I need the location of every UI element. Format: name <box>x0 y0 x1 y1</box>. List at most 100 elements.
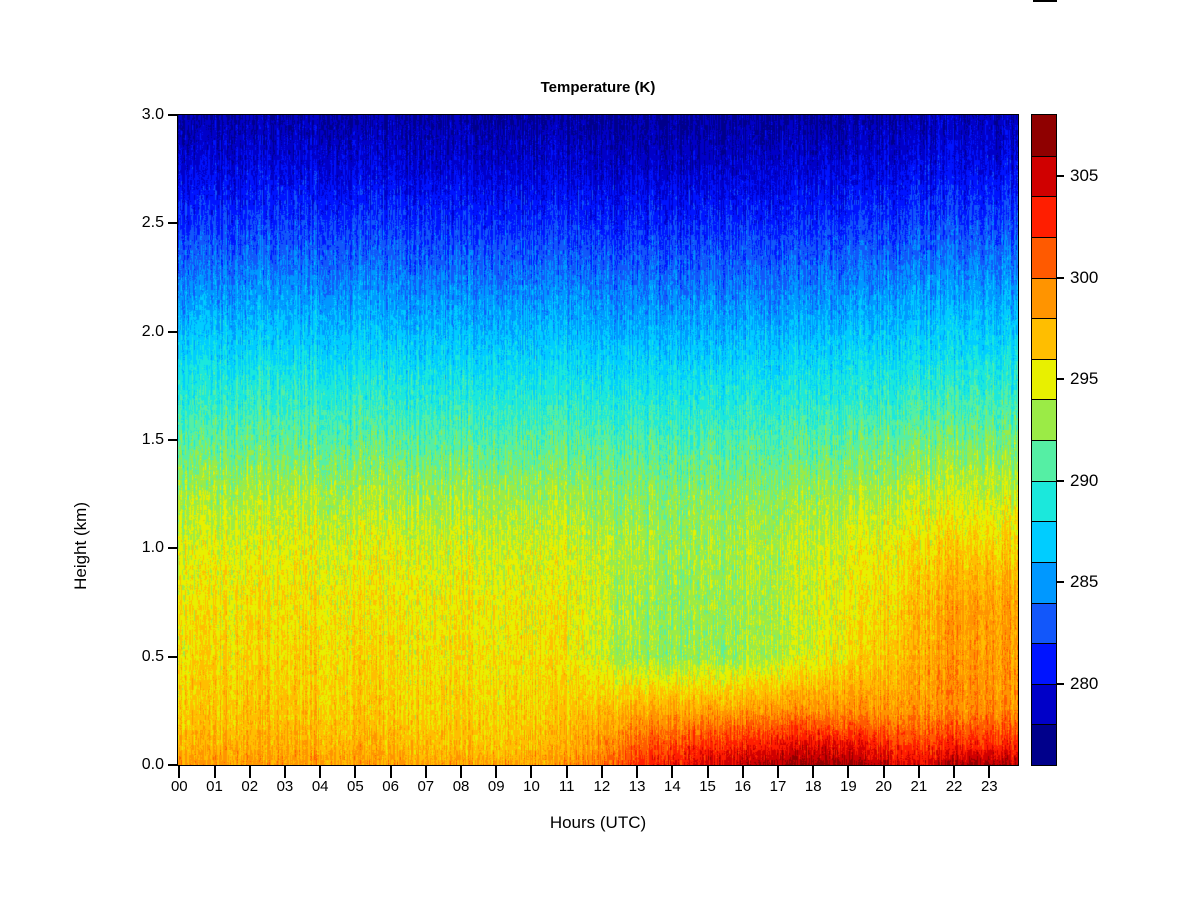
colorbar-level-line <box>1032 643 1056 644</box>
colorbar-tick <box>1057 378 1064 381</box>
colorbar-level-line <box>1032 724 1056 725</box>
x-tick <box>319 766 322 778</box>
x-tick-label: 22 <box>945 778 963 795</box>
x-tick <box>354 766 357 778</box>
colorbar-level-line <box>1032 359 1056 360</box>
colorbar-segment <box>1032 724 1056 765</box>
plot-title: Temperature (K) <box>540 79 656 96</box>
x-tick <box>389 766 392 778</box>
x-tick-label: 15 <box>699 778 716 795</box>
y-tick-label: 1.0 <box>141 539 164 557</box>
x-tick-label: 21 <box>910 778 928 795</box>
y-tick <box>168 439 177 441</box>
colorbar <box>1031 114 1057 766</box>
colorbar-tick-label: 280 <box>1070 673 1099 693</box>
x-tick <box>600 766 603 778</box>
x-tick-label: 10 <box>523 778 540 795</box>
colorbar-tick-label: 295 <box>1070 369 1099 389</box>
colorbar-segment <box>1032 278 1056 319</box>
x-tick-label: 16 <box>734 778 752 795</box>
x-tick-label: 14 <box>663 778 681 795</box>
colorbar-tick-label: 285 <box>1070 572 1099 592</box>
colorbar-segment <box>1032 156 1056 197</box>
y-tick-label: 0.0 <box>141 756 164 773</box>
y-tick <box>168 547 177 550</box>
colorbar-tick-label: 290 <box>1070 470 1099 490</box>
x-tick-label: 17 <box>769 778 787 795</box>
x-tick-label: 13 <box>628 778 646 795</box>
y-tick <box>168 114 177 116</box>
y-tick-label: 2.5 <box>141 214 164 232</box>
plot-area <box>177 114 1019 766</box>
colorbar-tick-label: 300 <box>1070 267 1099 287</box>
x-tick <box>988 766 991 778</box>
x-tick <box>741 766 744 778</box>
colorbar-segment <box>1032 115 1056 156</box>
y-tick <box>168 764 177 766</box>
colorbar-level-line <box>1032 318 1056 319</box>
x-tick-label: 11 <box>558 778 575 795</box>
y-tick-label: 2.0 <box>141 322 164 340</box>
colorbar-level-line <box>1032 440 1056 441</box>
y-tick-label: 0.5 <box>141 647 164 665</box>
x-tick-label: 01 <box>206 778 223 795</box>
x-tick <box>495 766 498 778</box>
colorbar-level-line <box>1032 603 1056 604</box>
colorbar-level-line <box>1032 562 1056 563</box>
x-tick-label: 23 <box>980 778 998 795</box>
x-tick-label: 20 <box>875 778 892 795</box>
colorbar-segment <box>1032 399 1056 440</box>
x-tick <box>283 766 286 778</box>
temperature-heatmap-canvas <box>178 115 1018 765</box>
colorbar-segment <box>1032 603 1056 644</box>
x-tick-label: 09 <box>487 778 505 795</box>
x-tick-label: 07 <box>417 778 435 795</box>
x-tick-label: 06 <box>382 778 399 795</box>
colorbar-segment <box>1032 359 1056 400</box>
x-tick-label: 00 <box>170 778 188 795</box>
y-tick <box>168 330 177 333</box>
x-tick <box>953 766 956 778</box>
colorbar-tick <box>1057 479 1064 482</box>
x-tick-label: 02 <box>241 778 259 795</box>
x-tick-label: 05 <box>347 778 364 795</box>
x-tick-label: 08 <box>452 778 470 795</box>
x-tick <box>213 766 216 778</box>
y-tick <box>168 655 177 658</box>
colorbar-tick <box>1057 682 1064 685</box>
colorbar-level-line <box>1032 278 1056 279</box>
colorbar-segment <box>1032 562 1056 603</box>
colorbar-level-line <box>1032 399 1056 400</box>
colorbar-tick <box>1057 276 1064 279</box>
x-tick-label: 12 <box>593 778 611 795</box>
y-axis-title: Height (km) <box>71 502 90 590</box>
colorbar-segment <box>1032 440 1056 481</box>
x-axis-title: Hours (UTC) <box>549 813 647 832</box>
y-tick <box>168 222 177 225</box>
colorbar-tick <box>1057 581 1064 584</box>
x-tick <box>460 766 463 778</box>
colorbar-level-line <box>1032 156 1056 157</box>
x-tick <box>776 766 779 778</box>
x-tick-label: 18 <box>804 778 822 795</box>
colorbar-level-line <box>1032 196 1056 197</box>
colorbar-tick <box>1057 174 1064 177</box>
x-tick <box>178 766 181 778</box>
colorbar-segment <box>1032 237 1056 278</box>
colorbar-segment <box>1032 521 1056 562</box>
colorbar-segment <box>1032 318 1056 359</box>
x-tick <box>636 766 639 778</box>
colorbar-segment <box>1032 643 1056 684</box>
colorbar-segment <box>1032 481 1056 522</box>
x-tick <box>530 766 533 778</box>
x-tick-label: 19 <box>840 778 857 795</box>
colorbar-level-line <box>1032 481 1056 482</box>
y-tick-label: 3.0 <box>141 106 164 123</box>
colorbar-segment <box>1032 196 1056 237</box>
colorbar-segment <box>1032 684 1056 725</box>
x-tick <box>706 766 709 778</box>
colorbar-level-line <box>1032 521 1056 522</box>
x-tick <box>248 766 251 778</box>
y-tick-label: 1.5 <box>141 431 164 448</box>
